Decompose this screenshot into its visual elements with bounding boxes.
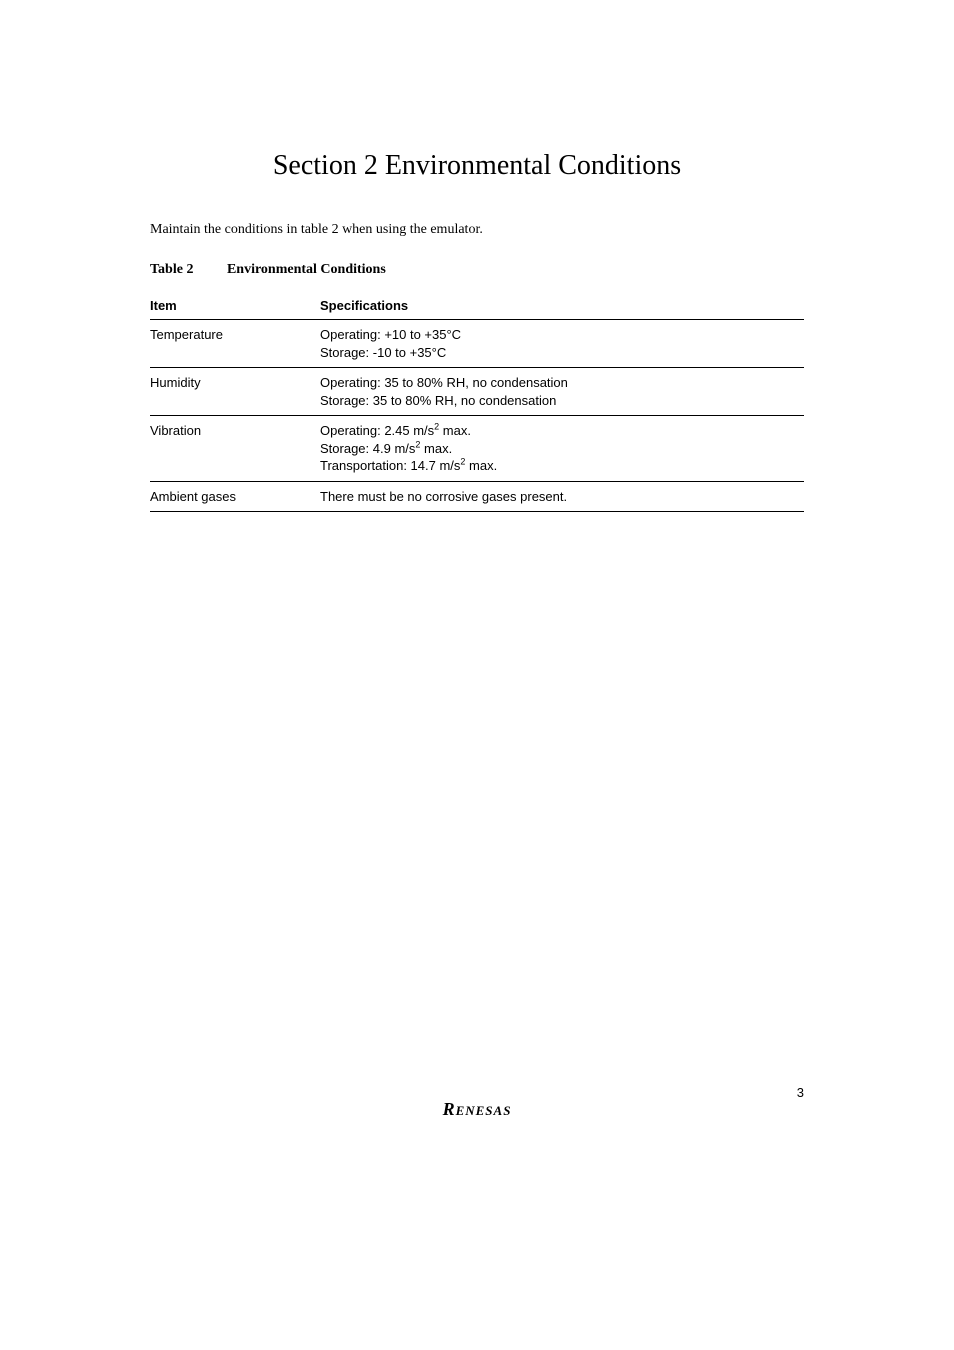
- section-title: Section 2 Environmental Conditions: [150, 150, 804, 182]
- cell-item: Vibration: [150, 416, 320, 482]
- intro-paragraph: Maintain the conditions in table 2 when …: [150, 222, 804, 238]
- cell-spec: There must be no corrosive gases present…: [320, 481, 804, 512]
- table-row: Vibration Operating: 2.45 m/s2 max. Stor…: [150, 416, 804, 482]
- spec-line: Transportation: 14.7 m/s2 max.: [320, 458, 497, 473]
- spec-line: Storage: 35 to 80% RH, no condensation: [320, 393, 556, 408]
- table-row: Ambient gases There must be no corrosive…: [150, 481, 804, 512]
- table-row: Temperature Operating: +10 to +35°C Stor…: [150, 320, 804, 368]
- cell-spec: Operating: 2.45 m/s2 max. Storage: 4.9 m…: [320, 416, 804, 482]
- cell-item: Ambient gases: [150, 481, 320, 512]
- table-header-row: Item Specifications: [150, 292, 804, 320]
- footer: Renesas: [0, 1099, 954, 1120]
- spec-line: Operating: 2.45 m/s2 max.: [320, 423, 471, 438]
- spec-line: There must be no corrosive gases present…: [320, 489, 567, 504]
- table-row: Humidity Operating: 35 to 80% RH, no con…: [150, 368, 804, 416]
- renesas-logo: Renesas: [443, 1099, 512, 1119]
- cell-item: Temperature: [150, 320, 320, 368]
- table-caption-title: Environmental Conditions: [227, 262, 386, 277]
- page-number: 3: [797, 1085, 804, 1100]
- cell-spec: Operating: 35 to 80% RH, no condensation…: [320, 368, 804, 416]
- table-header-spec: Specifications: [320, 292, 804, 320]
- document-page: Section 2 Environmental Conditions Maint…: [0, 0, 954, 1350]
- spec-line: Operating: 35 to 80% RH, no condensation: [320, 375, 568, 390]
- spec-line: Operating: +10 to +35°C: [320, 327, 461, 342]
- table-caption-label: Table 2: [150, 262, 193, 278]
- table-caption: Table 2 Environmental Conditions: [150, 262, 804, 278]
- cell-item: Humidity: [150, 368, 320, 416]
- spec-line: Storage: -10 to +35°C: [320, 345, 446, 360]
- cell-spec: Operating: +10 to +35°C Storage: -10 to …: [320, 320, 804, 368]
- table-header-item: Item: [150, 292, 320, 320]
- spec-line: Storage: 4.9 m/s2 max.: [320, 441, 452, 456]
- environmental-conditions-table: Item Specifications Temperature Operatin…: [150, 292, 804, 512]
